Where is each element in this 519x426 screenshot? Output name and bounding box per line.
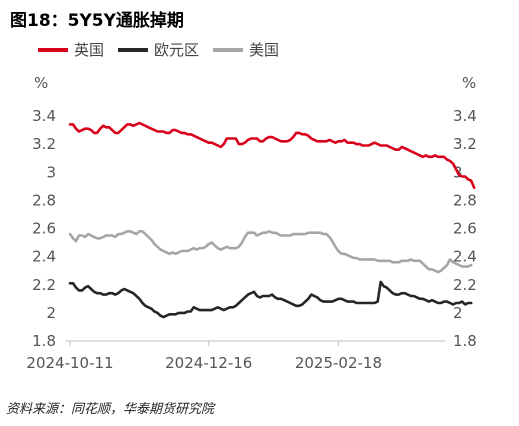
legend-item-us: 美国 xyxy=(213,39,279,60)
y-axis-left: 1.8 2 2.2 2.4 2.6 2.8 3 3.2 3.4 xyxy=(32,107,56,350)
y-tick-right: 1.8 xyxy=(453,332,477,350)
y-tick-right: 2.8 xyxy=(453,191,477,209)
legend-item-uk: 英国 xyxy=(38,39,104,60)
y-tick-left: 3.4 xyxy=(32,107,56,125)
x-tick-label: 2024-12-16 xyxy=(165,354,252,372)
y-tick-left: 2.4 xyxy=(32,248,56,266)
y-tick-left: 2.6 xyxy=(32,220,56,238)
legend-label-us: 美国 xyxy=(249,41,280,59)
legend-label-eurozone: 欧元区 xyxy=(154,41,200,59)
legend-label-uk: 英国 xyxy=(74,41,105,59)
series-line-uk xyxy=(68,121,476,189)
y-tick-left: 2 xyxy=(46,304,56,322)
x-axis: 2024-10-11 2024-12-16 2025-02-18 xyxy=(26,341,382,372)
y-tick-left: 2.2 xyxy=(32,276,56,294)
x-tick-label: 2024-10-11 xyxy=(26,354,113,372)
y-tick-right: 3.2 xyxy=(453,135,477,153)
y-tick-left: 2.8 xyxy=(32,191,56,209)
chart-title: 图18：5Y5Y通胀掉期 xyxy=(10,11,184,31)
y-tick-right: 2.4 xyxy=(453,248,477,266)
y-unit-right: % xyxy=(462,74,476,92)
series-line-eurozone xyxy=(68,280,473,319)
source-note: 资料来源：同花顺，华泰期货研究院 xyxy=(6,402,215,417)
legend-item-eurozone: 欧元区 xyxy=(118,39,199,60)
y-tick-left: 3 xyxy=(46,163,56,181)
legend-swatch-eurozone xyxy=(118,47,149,52)
legend-swatch-us xyxy=(213,47,244,52)
y-tick-left: 3.2 xyxy=(32,135,56,153)
series-line-us xyxy=(68,230,473,274)
y-tick-right: 2 xyxy=(453,304,463,322)
y-unit-left: % xyxy=(34,74,48,92)
y-axis-right: 1.822.22.42.62.833.23.4 xyxy=(453,107,477,350)
x-tick-label: 2025-02-18 xyxy=(295,354,382,372)
y-tick-right: 2.2 xyxy=(453,276,477,294)
y-tick-right: 3.4 xyxy=(453,107,477,125)
legend-swatch-uk xyxy=(38,47,68,52)
y-tick-left: 1.8 xyxy=(32,332,56,350)
series-layer xyxy=(68,121,476,319)
y-tick-right: 2.6 xyxy=(453,220,477,238)
chart-legend: 英国 欧元区 美国 xyxy=(38,39,293,60)
